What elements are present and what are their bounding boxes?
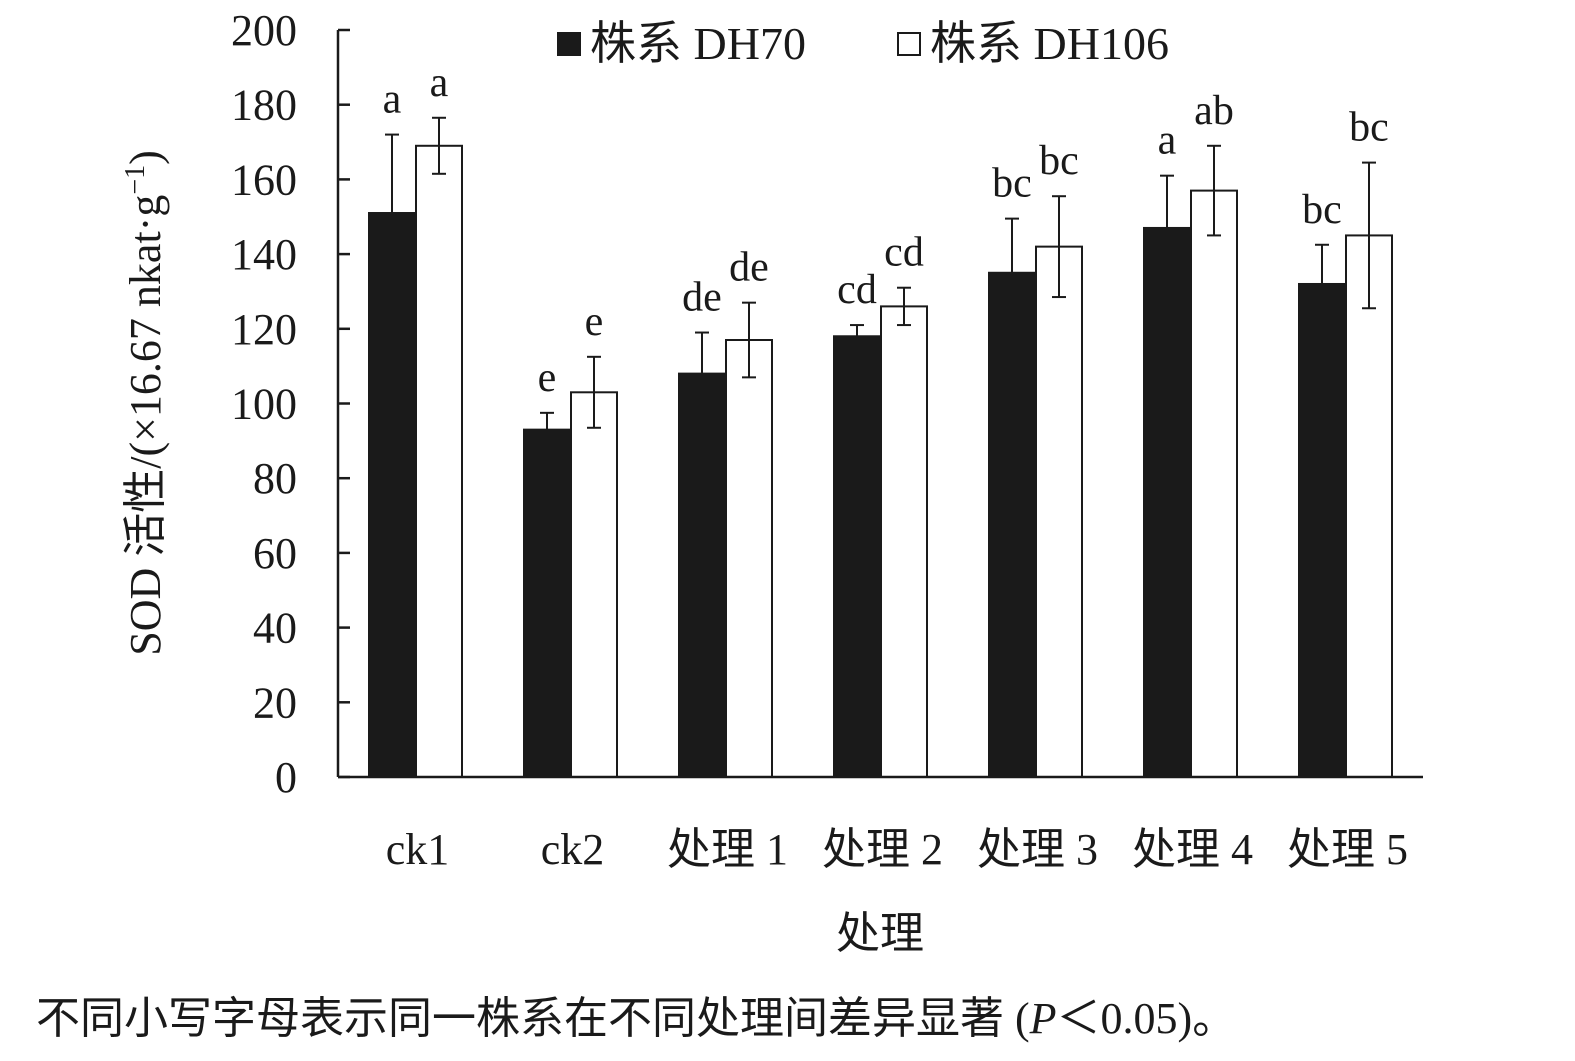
significance-label: bc bbox=[1349, 105, 1389, 151]
bar-dh106 bbox=[725, 339, 773, 778]
y-tick-label: 180 bbox=[231, 81, 297, 130]
y-tick-label: 80 bbox=[253, 454, 297, 503]
bar-dh70 bbox=[368, 212, 416, 778]
bar-dh106 bbox=[1345, 234, 1393, 779]
x-category-label: 处理 1 bbox=[667, 825, 788, 874]
x-axis-title: 处理 bbox=[836, 909, 924, 958]
significance-label: cd bbox=[837, 267, 877, 313]
significance-label: a bbox=[430, 60, 449, 106]
y-tick-label: 100 bbox=[231, 380, 297, 429]
bar-dh106 bbox=[1190, 189, 1238, 779]
y-tick-label: 160 bbox=[231, 155, 297, 204]
bar-dh70 bbox=[678, 372, 726, 778]
significance-label: ab bbox=[1194, 88, 1234, 134]
bar-dh106 bbox=[570, 391, 618, 778]
significance-label: e bbox=[585, 299, 604, 345]
bar-dh70 bbox=[833, 335, 881, 778]
y-tick-label: 0 bbox=[275, 753, 297, 802]
bar-dh70 bbox=[523, 428, 571, 778]
legend: 株系 DH70 株系 DH106 bbox=[557, 18, 1169, 69]
footnote: 不同小写字母表示同一株系在不同处理间差异显著 (P＜0.05)。 bbox=[36, 994, 1236, 1043]
legend-label-dh106: 株系 DH106 bbox=[930, 18, 1169, 69]
y-axis-title: SOD 活性/(×16.67 nkat·g−1) bbox=[120, 150, 170, 656]
significance-label: bc bbox=[1302, 187, 1342, 233]
bar-dh70 bbox=[1143, 226, 1191, 778]
y-tick-label: 40 bbox=[253, 604, 297, 653]
x-category-label: ck2 bbox=[541, 825, 605, 874]
legend-swatch-dh106 bbox=[897, 32, 921, 56]
significance-label: cd bbox=[884, 230, 924, 276]
x-category-label: 处理 3 bbox=[977, 825, 1098, 874]
x-category-labels: ck1 ck2 处理 1 处理 2 处理 3 处理 4 处理 5 bbox=[386, 825, 1408, 874]
significance-label: de bbox=[682, 275, 722, 321]
error-bars bbox=[385, 116, 1376, 448]
significance-label: a bbox=[383, 77, 402, 123]
y-axis-title-exponent: −1 bbox=[120, 165, 151, 195]
y-tick-label: 60 bbox=[253, 529, 297, 578]
legend-swatch-dh70 bbox=[557, 32, 581, 56]
x-category-label: 处理 4 bbox=[1132, 825, 1253, 874]
x-category-label: 处理 2 bbox=[822, 825, 943, 874]
legend-label-dh70: 株系 DH70 bbox=[590, 18, 806, 69]
y-tick-label: 20 bbox=[253, 678, 297, 727]
significance-label: e bbox=[538, 355, 557, 401]
y-ticks: 0 20 40 60 80 100 120 140 160 180 200 bbox=[231, 6, 350, 802]
y-tick-label: 140 bbox=[231, 230, 297, 279]
x-category-label: ck1 bbox=[386, 825, 450, 874]
significance-label: bc bbox=[1039, 138, 1079, 184]
bar-dh106 bbox=[880, 305, 928, 778]
significance-label: a bbox=[1158, 118, 1177, 164]
bar-dh70 bbox=[1298, 282, 1346, 778]
y-tick-label: 200 bbox=[231, 6, 297, 55]
bar-dh70 bbox=[988, 271, 1036, 778]
y-tick-label: 120 bbox=[231, 305, 297, 354]
bar-dh106 bbox=[415, 144, 463, 779]
bars bbox=[368, 144, 1393, 779]
significance-label: de bbox=[729, 245, 769, 291]
significance-label: bc bbox=[992, 161, 1032, 207]
x-category-label: 处理 5 bbox=[1287, 825, 1408, 874]
bar-dh106 bbox=[1035, 245, 1083, 778]
